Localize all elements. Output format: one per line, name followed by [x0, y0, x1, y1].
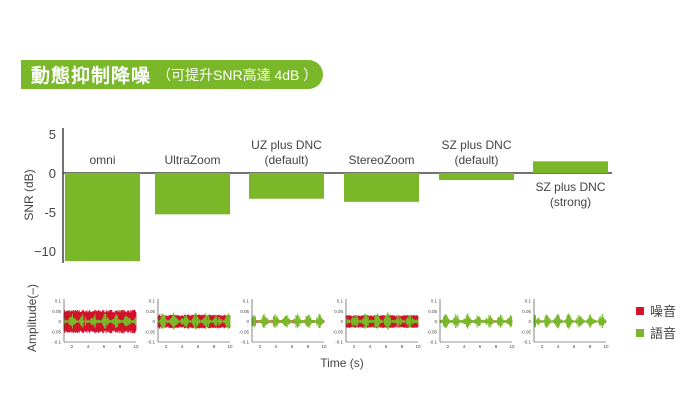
panel-y-tick: -0.05	[333, 329, 344, 334]
panel-y-tick: -0.1	[53, 340, 61, 345]
panel-x-tick: 4	[275, 344, 278, 349]
panel-y-tick: 0.05	[428, 309, 437, 314]
panel-y-tick: -0.1	[147, 340, 155, 345]
speech-waveform	[251, 313, 325, 329]
panel-y-tick: -0.05	[239, 329, 250, 334]
panel-x-tick: 10	[603, 344, 609, 349]
panel-y-tick: 0	[434, 319, 437, 324]
legend-swatch-1	[636, 329, 644, 337]
panel-x-tick: 10	[415, 344, 421, 349]
panel-x-tick: 10	[321, 344, 327, 349]
panel-x-tick: 8	[495, 344, 498, 349]
panel-x-tick: 6	[479, 344, 482, 349]
page-title: 動態抑制降噪	[31, 66, 152, 87]
panel-x-tick: 10	[133, 344, 139, 349]
bar-label: (strong)	[550, 195, 591, 209]
bar-label: SZ plus DNC	[441, 138, 511, 152]
panel-y-tick: -0.05	[145, 329, 156, 334]
panel-y-tick: 0	[152, 319, 155, 324]
panel-y-tick: 0.1	[243, 299, 250, 304]
panel-x-tick: 4	[369, 344, 372, 349]
bar-0	[65, 173, 140, 262]
panel-y-tick: 0	[528, 319, 531, 324]
panel-y-tick: 0.1	[431, 299, 438, 304]
panel-y-tick: 0.1	[337, 299, 344, 304]
panel-y-tick: -0.05	[427, 329, 438, 334]
panel-y-tick: -0.1	[523, 340, 531, 345]
panel-y-tick: 0.05	[334, 309, 343, 314]
panel-x-tick: 2	[353, 344, 356, 349]
panel-y-tick: 0.05	[146, 309, 155, 314]
amplitude-axis-label: Amplitude(–)	[25, 284, 39, 352]
panel-x-tick: 8	[589, 344, 592, 349]
bar-3	[344, 173, 419, 202]
panel-y-tick: 0	[58, 319, 61, 324]
legend-swatch-0	[636, 307, 644, 315]
y-tick-label: -5	[44, 205, 56, 220]
page-subtitle: （可提升SNR高達 4dB ）	[157, 66, 318, 83]
panel-x-tick: 6	[103, 344, 106, 349]
panel-y-tick: -0.1	[429, 340, 437, 345]
y-tick-label: −10	[34, 244, 56, 259]
time-axis-label: Time (s)	[320, 356, 364, 370]
panel-x-tick: 8	[307, 344, 310, 349]
panel-x-tick: 4	[557, 344, 560, 349]
panel-y-tick: -0.05	[51, 329, 62, 334]
panel-x-tick: 6	[197, 344, 200, 349]
panel-x-tick: 2	[71, 344, 74, 349]
legend-label-0: 噪音	[650, 304, 676, 319]
bar-1	[155, 173, 230, 215]
title-banner: 動態抑制降噪 （可提升SNR高達 4dB ）	[21, 60, 323, 89]
panel-y-tick: 0.05	[522, 309, 531, 314]
panel-x-tick: 2	[541, 344, 544, 349]
panel-x-tick: 4	[463, 344, 466, 349]
bar-label: UltraZoom	[164, 153, 220, 167]
panel-y-tick: 0.1	[525, 299, 532, 304]
panel-y-tick: -0.1	[241, 340, 249, 345]
panel-x-tick: 6	[385, 344, 388, 349]
bar-label: (default)	[454, 153, 498, 167]
legend-label-1: 語音	[650, 326, 676, 341]
bar-label: StereoZoom	[348, 153, 414, 167]
panel-y-tick: 0.05	[240, 309, 249, 314]
bar-label: (default)	[264, 153, 308, 167]
panel-x-tick: 2	[447, 344, 450, 349]
panel-x-tick: 2	[165, 344, 168, 349]
panel-x-tick: 10	[227, 344, 233, 349]
y-axis-label: SNR (dB)	[22, 169, 36, 220]
panel-y-tick: -0.1	[335, 340, 343, 345]
panel-x-tick: 8	[119, 344, 122, 349]
bar-label: SZ plus DNC	[535, 180, 605, 194]
panel-y-tick: 0	[246, 319, 249, 324]
panel-y-tick: 0	[340, 319, 343, 324]
panel-x-tick: 6	[291, 344, 294, 349]
panel-x-tick: 2	[259, 344, 262, 349]
bar-5	[533, 161, 608, 173]
y-tick-label: 5	[49, 127, 56, 142]
speech-waveform	[533, 313, 607, 329]
panel-x-tick: 4	[87, 344, 90, 349]
panel-x-tick: 8	[401, 344, 404, 349]
bar-label: UZ plus DNC	[251, 138, 322, 152]
panel-x-tick: 6	[573, 344, 576, 349]
panel-y-tick: 0.1	[55, 299, 62, 304]
panel-x-tick: 8	[213, 344, 216, 349]
bar-label: omni	[89, 153, 115, 167]
panel-x-tick: 4	[181, 344, 184, 349]
bar-4	[439, 173, 514, 181]
y-tick-label: 0	[49, 166, 56, 181]
panel-x-tick: 10	[509, 344, 515, 349]
panel-y-tick: 0.1	[149, 299, 156, 304]
speech-waveform	[439, 313, 513, 329]
bar-2	[249, 173, 324, 199]
panel-y-tick: -0.05	[521, 329, 532, 334]
panel-y-tick: 0.05	[52, 309, 61, 314]
